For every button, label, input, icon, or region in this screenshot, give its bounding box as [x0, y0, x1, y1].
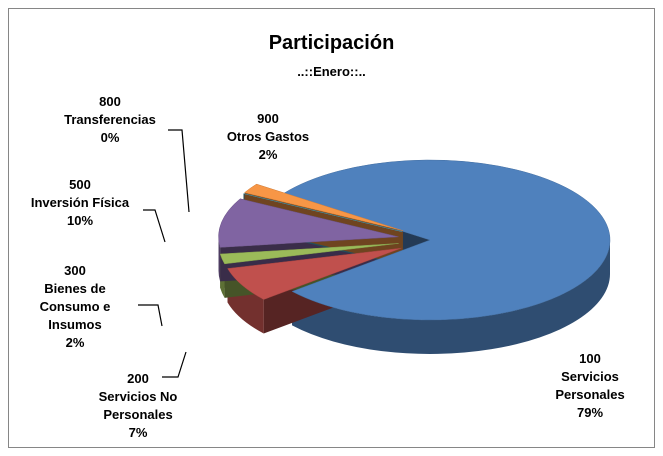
category-code: 500 — [69, 177, 91, 192]
category-code: 800 — [99, 94, 121, 109]
pie — [218, 159, 611, 354]
leader-line — [168, 129, 190, 213]
category-name: Servicios Personales — [555, 369, 625, 402]
value-label: 2% — [65, 335, 85, 350]
value-label: 10% — [66, 213, 94, 228]
slice — [227, 247, 402, 300]
leader-lines — [138, 129, 190, 378]
value-label: 2% — [258, 147, 278, 162]
value-label: 0% — [100, 130, 120, 145]
slice-side — [292, 240, 610, 354]
slice — [283, 159, 611, 321]
data-label: 500 Inversión Física 10% — [10, 176, 150, 230]
chart-subtitle: ..::Enero::.. — [297, 64, 366, 79]
category-name: Transferencias — [64, 112, 156, 127]
slice — [243, 183, 403, 231]
data-label: 300 Bienes de Consumo e Insumos 2% — [25, 262, 125, 352]
slice — [218, 198, 399, 248]
slice — [219, 243, 399, 265]
data-label: 800 Transferencias 0% — [40, 93, 180, 147]
data-label: 200 Servicios No Personales 7% — [88, 370, 188, 442]
category-code: 300 — [64, 263, 86, 278]
category-name: Bienes de Consumo e Insumos — [39, 281, 111, 332]
slice-side — [218, 236, 221, 282]
category-code: 900 — [257, 111, 279, 126]
category-code: 200 — [127, 371, 149, 386]
value-label: 7% — [128, 425, 148, 440]
category-name: Servicios No Personales — [98, 389, 178, 422]
category-name: Otros Gastos — [226, 129, 310, 144]
slice-tops — [218, 159, 611, 321]
value-label: 79% — [576, 405, 604, 420]
category-name: Inversión Física — [30, 195, 130, 210]
chart-title: Participación — [268, 32, 395, 54]
leader-line — [162, 351, 187, 378]
data-label: 100 Servicios Personales 79% — [545, 350, 635, 422]
category-code: 100 — [579, 351, 601, 366]
leader-line — [138, 304, 163, 327]
data-label: 900 Otros Gastos 2% — [208, 110, 328, 164]
leader-line — [143, 209, 166, 243]
